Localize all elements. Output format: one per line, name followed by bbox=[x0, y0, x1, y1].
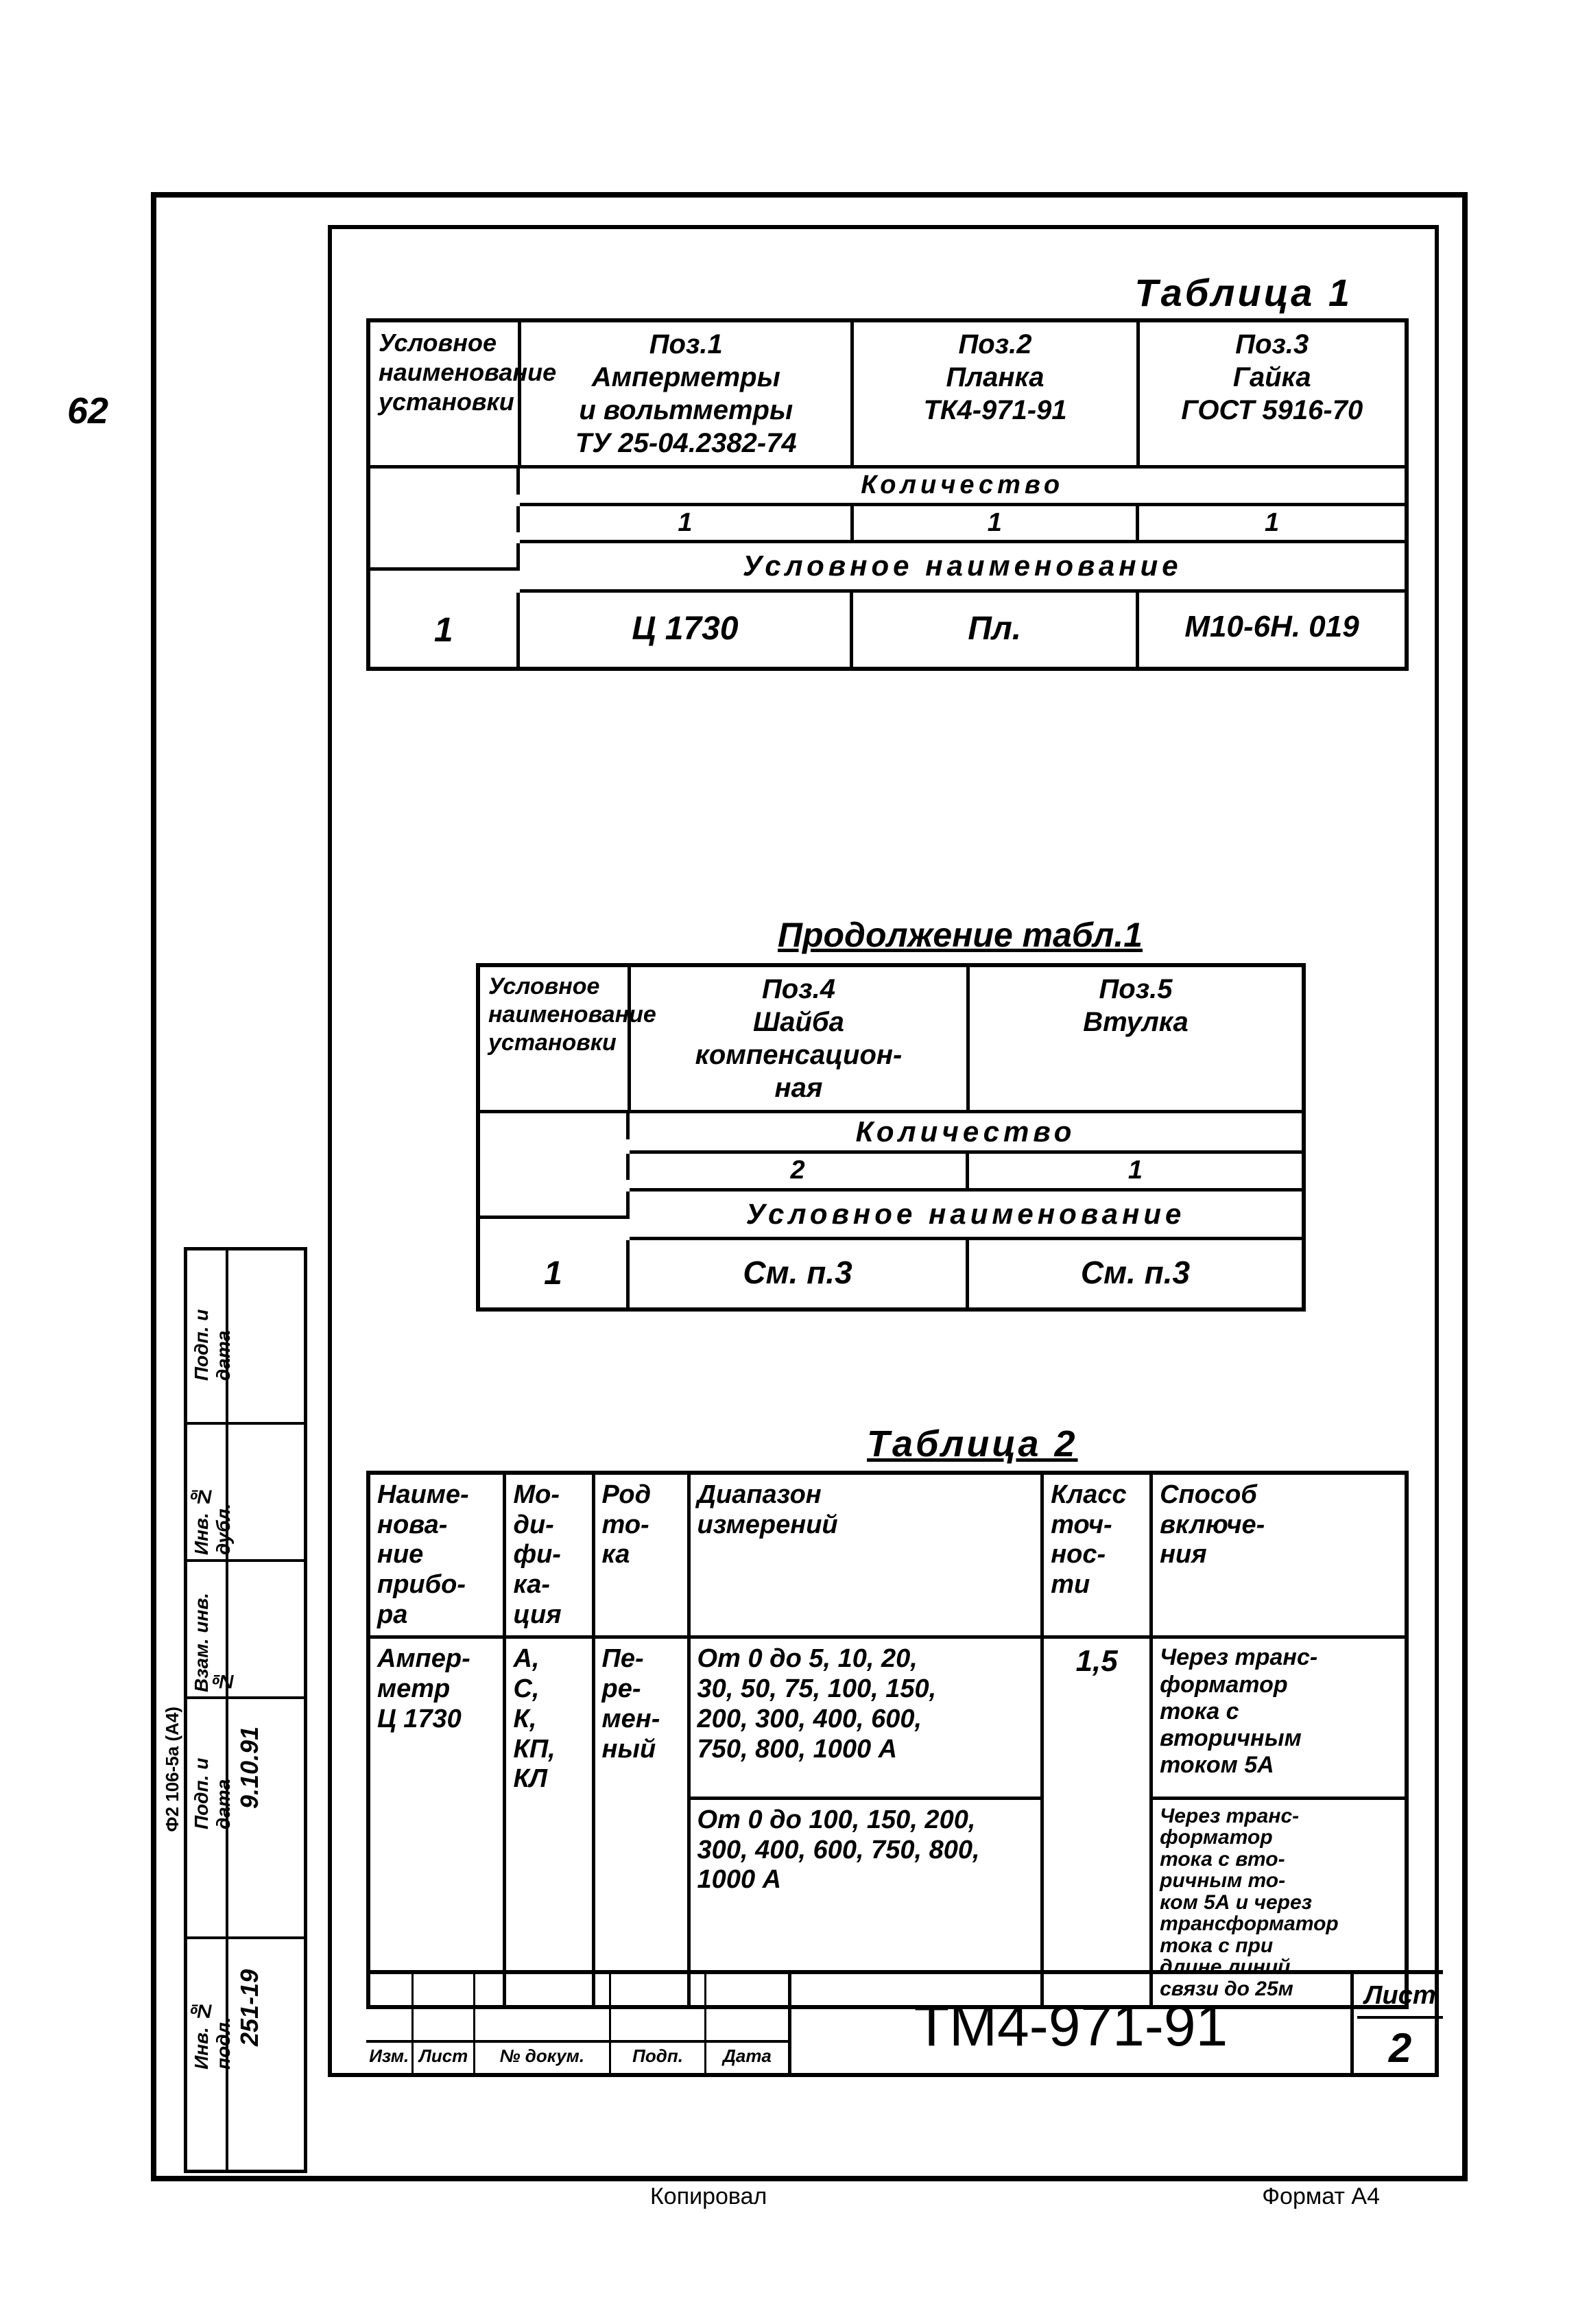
tb-col-sign: Подп. bbox=[611, 2043, 706, 2077]
sb-num: 251-19 bbox=[235, 1946, 264, 2070]
table2-title: Таблица 2 bbox=[867, 1423, 1078, 1465]
sb-label-1: Подп. и дата bbox=[191, 1257, 235, 1381]
gost-sidebar: Подп. и дата Инв. № дубл. Взам. инв. № П… bbox=[184, 1247, 307, 2173]
t2-r1c4: От 0 до 5, 10, 20, 30, 50, 75, 100, 150,… bbox=[691, 1639, 1044, 1799]
title-block-revision: Изм. Лист № докум. Подп. Дата bbox=[366, 1974, 791, 2073]
table1: Условное наименование установки Поз.1 Ам… bbox=[366, 318, 1409, 671]
sheet-label: Лист bbox=[1357, 1974, 1443, 2019]
t1-r1-v3: М10-6Н. 019 bbox=[1139, 593, 1405, 667]
t1-pos3: Поз.3 Гайка ГОСТ 5916-70 bbox=[1140, 322, 1405, 469]
t1-qty2: 1 bbox=[854, 506, 1140, 544]
t2-h3: Род то- ка bbox=[595, 1475, 691, 1639]
sb-label-2: Инв. № дубл. bbox=[191, 1432, 235, 1555]
footer-format: Формат А4 bbox=[1262, 2183, 1380, 2210]
sheet-block: Лист 2 bbox=[1357, 1974, 1443, 2073]
t1b-name-label: Условное наименование bbox=[630, 1191, 1302, 1240]
tb-col-izm: Изм. bbox=[366, 2043, 414, 2077]
form-code: Ф2 106-5а (А4) bbox=[162, 1707, 183, 1832]
t1-r1-idx: 1 bbox=[370, 593, 520, 667]
page-border: 62 Таблица 1 Условное наименование устан… bbox=[151, 192, 1468, 2181]
sb-label-3: Взам. инв. № bbox=[191, 1569, 235, 1692]
tb-col-doc: № докум. bbox=[475, 2043, 611, 2077]
t2-h6: Способ включе- ния bbox=[1153, 1475, 1405, 1639]
t2-r1c6: Через транс- форматор тока с вторичным т… bbox=[1153, 1639, 1405, 1799]
t1b-r1-v5: См. п.3 bbox=[969, 1240, 1302, 1307]
t2-r1c1: Ампер- метр Ц 1730 bbox=[370, 1639, 506, 1799]
t1-hdr-left: Условное наименование установки bbox=[370, 322, 521, 469]
t1b-r1-v4: См. п.3 bbox=[630, 1240, 969, 1307]
drawing-frame: Таблица 1 Условное наименование установк… bbox=[328, 225, 1439, 2077]
table1-title: Таблица 1 bbox=[1134, 270, 1352, 315]
sb-label-4: Подп. и дата bbox=[191, 1706, 235, 1829]
t2-r1c2: А, С, К, КП, КЛ bbox=[506, 1639, 595, 1799]
t1-qty-label: Количество bbox=[520, 469, 1405, 506]
sb-label-5: Инв. № подл. bbox=[191, 1946, 235, 2070]
t2-h1: Наиме- нова- ние прибо- ра bbox=[370, 1475, 506, 1639]
table2: Наиме- нова- ние прибо- ра Мо- ди- фи- к… bbox=[366, 1471, 1409, 2009]
t2-h2: Мо- ди- фи- ка- ция bbox=[506, 1475, 595, 1639]
document-number: ТМ4-971-91 bbox=[791, 1974, 1354, 2073]
t1b-pos4: Поз.4 Шайба компенсацион- ная bbox=[631, 967, 970, 1113]
t1-name-label: Условное наименование bbox=[520, 543, 1405, 592]
t2-h5: Класс точ- нос- ти bbox=[1044, 1475, 1153, 1639]
t1b-qty-label: Количество bbox=[630, 1113, 1302, 1154]
t1b-qty5: 1 bbox=[969, 1154, 1302, 1191]
footer-copied: Копировал bbox=[650, 2183, 767, 2210]
sb-date: 9.10.91 bbox=[235, 1706, 264, 1829]
t1-qty1: 1 bbox=[520, 506, 853, 544]
t1b-pos5: Поз.5 Втулка bbox=[970, 967, 1302, 1113]
t1b-qty4: 2 bbox=[630, 1154, 969, 1191]
table1-continuation: Условное наименование установки Поз.4 Ша… bbox=[476, 963, 1306, 1312]
tb-col-list: Лист bbox=[414, 2043, 475, 2077]
t1-pos2: Поз.2 Планка ТК4-971-91 bbox=[854, 322, 1139, 469]
tb-col-date: Дата bbox=[706, 2043, 788, 2077]
page-number: 62 bbox=[67, 390, 108, 432]
t2-r1c3: Пе- ре- мен- ный bbox=[595, 1639, 691, 1799]
t2-h4: Диапазон измерений bbox=[691, 1475, 1044, 1639]
t1b-r1-idx: 1 bbox=[480, 1240, 630, 1307]
t1-r1-v2: Пл. bbox=[853, 593, 1139, 667]
sheet-number: 2 bbox=[1357, 2019, 1443, 2072]
t1b-hdr-left: Условное наименование установки bbox=[480, 967, 631, 1113]
t1-qty3: 1 bbox=[1139, 506, 1405, 544]
t1-pos1: Поз.1 Амперметры и вольтметры ТУ 25-04.2… bbox=[521, 322, 854, 469]
t2-r1c5: 1,5 bbox=[1044, 1639, 1153, 1799]
table1b-title: Продолжение табл.1 bbox=[778, 915, 1143, 955]
t1-r1-v1: Ц 1730 bbox=[520, 593, 853, 667]
title-block: Изм. Лист № докум. Подп. Дата ТМ4-971-91… bbox=[366, 1970, 1443, 2073]
